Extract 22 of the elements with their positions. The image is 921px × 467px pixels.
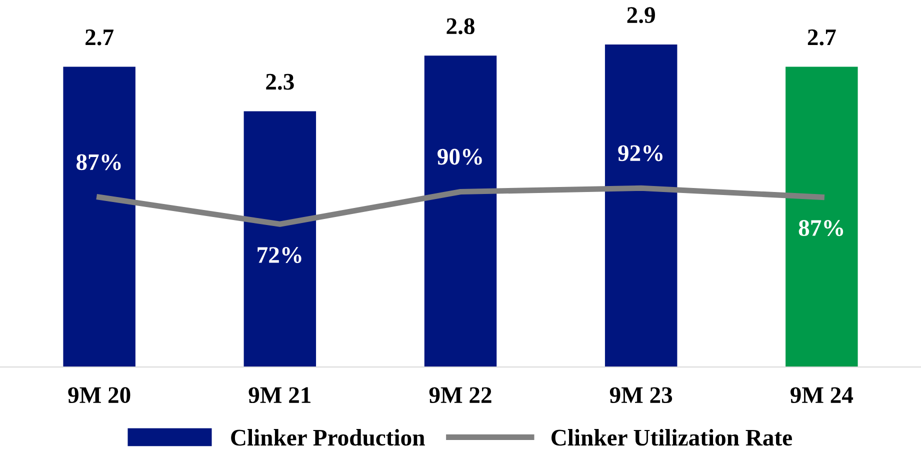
legend-label: Clinker Production [231, 429, 425, 446]
data-label: 2.7 [808, 29, 836, 46]
x-tick-label: 9M 20 [68, 387, 130, 404]
data-label: 72% [258, 247, 302, 264]
data-label: 87% [76, 154, 121, 170]
bar [244, 111, 316, 367]
bar [63, 66, 136, 367]
data-label: 2.7 [86, 29, 114, 46]
data-label: 2.8 [446, 18, 474, 34]
data-label: 92% [618, 145, 662, 162]
data-label: 87% [798, 220, 844, 236]
bar [786, 66, 858, 367]
data-label: 90% [438, 148, 482, 165]
bar [604, 44, 678, 367]
bar [424, 56, 497, 367]
x-tick-label: 9M 23 [610, 387, 672, 404]
x-tick-label: 9M 24 [790, 387, 854, 404]
data-label: 2.9 [627, 7, 655, 24]
x-tick-label: 9M 21 [248, 387, 310, 404]
x-tick-label: 9M 22 [429, 387, 492, 404]
data-label: 2.3 [266, 74, 294, 90]
legend-label: Clinker Utilization Rate [552, 429, 792, 446]
